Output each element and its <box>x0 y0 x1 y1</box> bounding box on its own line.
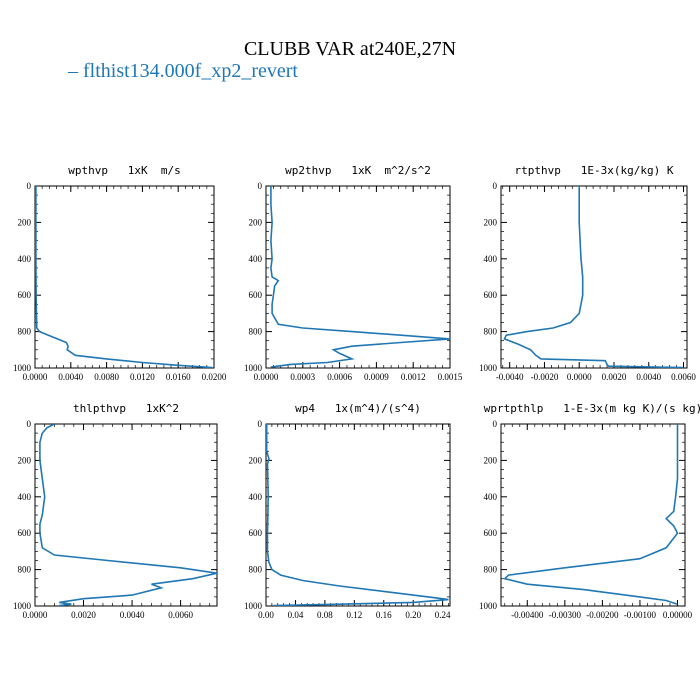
y-tick-label: 800 <box>249 327 263 337</box>
x-tick-label: 0.00 <box>258 610 274 620</box>
x-tick-label: 0.0012 <box>401 372 426 382</box>
y-tick-label: 0 <box>27 419 32 429</box>
y-tick-label: 800 <box>249 565 263 575</box>
x-tick-label: -0.00200 <box>586 610 619 620</box>
x-tick-label: 0.0080 <box>94 372 119 382</box>
y-tick-label: 1000 <box>479 601 498 611</box>
x-tick-label: 0.00000 <box>663 610 693 620</box>
series-line <box>503 186 684 368</box>
x-tick-label: 0.0009 <box>364 372 389 382</box>
series-line <box>270 186 450 368</box>
y-tick-label: 0 <box>258 419 263 429</box>
y-tick-label: 200 <box>18 217 32 227</box>
y-tick-label: 400 <box>249 492 263 502</box>
y-tick-label: 1000 <box>479 363 498 373</box>
x-tick-label: 0.12 <box>346 610 362 620</box>
y-tick-label: 400 <box>249 254 263 264</box>
y-tick-label: 0 <box>493 419 498 429</box>
x-tick-label: 0.0003 <box>290 372 315 382</box>
x-tick-label: 0.0160 <box>166 372 191 382</box>
x-tick-label: 0.20 <box>405 610 421 620</box>
y-tick-label: 0 <box>27 181 32 191</box>
panel-title: wp2thvp 1xK m^2/s^2 <box>285 164 431 177</box>
chart-panel: wprtpthlp 1-E-3x(m kg K)/(s kg)-0.00400-… <box>479 402 700 620</box>
y-tick-label: 200 <box>484 217 498 227</box>
panel-title: rtpthvp 1E-3x(kg/kg) K <box>515 164 674 177</box>
x-tick-label: 0.0040 <box>58 372 83 382</box>
y-tick-label: 0 <box>493 181 498 191</box>
series-line <box>35 186 213 368</box>
x-tick-label: 0.0020 <box>71 610 96 620</box>
panel-title: wp4 1x(m^4)/(s^4) <box>295 402 421 415</box>
x-tick-label: 0.04 <box>288 610 304 620</box>
x-tick-label: 0.0000 <box>23 610 48 620</box>
series-line <box>266 424 449 606</box>
y-tick-label: 200 <box>484 455 498 465</box>
legend-entry: – flthist134.000f_xp2_revert <box>67 60 298 82</box>
y-tick-label: 600 <box>18 290 32 300</box>
plot-frame <box>500 423 686 607</box>
y-tick-label: 200 <box>18 455 32 465</box>
y-tick-label: 400 <box>484 254 498 264</box>
x-tick-label: -0.00100 <box>624 610 657 620</box>
y-tick-label: 1000 <box>244 601 263 611</box>
panel-title: wprtpthlp 1-E-3x(m kg K)/(s kg) <box>484 402 700 415</box>
x-tick-label: 0.0120 <box>130 372 155 382</box>
panel-title: wpthvp 1xK m/s <box>68 164 181 177</box>
chart-panel: rtpthvp 1E-3x(kg/kg) K -0.0040 -0.0020 0.00… <box>479 164 696 382</box>
x-tick-label: 0.0015 <box>438 372 463 382</box>
series-line <box>503 424 679 605</box>
y-tick-label: 1000 <box>244 363 263 373</box>
x-tick-label: -0.0020 <box>531 372 559 382</box>
x-tick-label: 0.0040 <box>120 610 145 620</box>
panels: wpthvp 1xK m/s0.0000 0.0040 0.0080 0.0120 0.… <box>13 164 700 620</box>
x-tick-label: 0.24 <box>435 610 451 620</box>
x-tick-label: 0.0060 <box>671 372 696 382</box>
x-tick-label: 0.0006 <box>327 372 352 382</box>
y-tick-label: 400 <box>484 492 498 502</box>
x-tick-label: 0.16 <box>376 610 392 620</box>
y-tick-label: 600 <box>484 528 498 538</box>
y-tick-label: 1000 <box>13 601 32 611</box>
x-tick-label: -0.00400 <box>511 610 544 620</box>
y-tick-label: 800 <box>484 565 498 575</box>
x-tick-label: 0.0060 <box>168 610 193 620</box>
chart-panel: wp2thvp 1xK m^2/s^2 0.0000 0.0003 0.0006 0.0… <box>244 164 463 382</box>
x-tick-label: 0.0000 <box>567 372 592 382</box>
y-tick-label: 400 <box>18 254 32 264</box>
y-tick-label: 0 <box>258 181 263 191</box>
x-tick-label: 0.0000 <box>23 372 48 382</box>
y-tick-label: 1000 <box>13 363 32 373</box>
y-tick-label: 200 <box>249 217 263 227</box>
y-tick-label: 600 <box>249 290 263 300</box>
panel-title: thlpthvp 1xK^2 <box>73 402 179 415</box>
x-tick-label: 0.0000 <box>254 372 279 382</box>
y-tick-label: 200 <box>249 455 263 465</box>
x-tick-label: 0.0200 <box>202 372 227 382</box>
x-tick-label: 0.0040 <box>636 372 661 382</box>
figure-title: CLUBB VAR at240E,27N <box>244 38 456 60</box>
x-tick-label: 0.08 <box>317 610 333 620</box>
y-tick-label: 600 <box>249 528 263 538</box>
y-tick-label: 800 <box>484 327 498 337</box>
chart-panel: wp4 1x(m^4)/(s^4) 0.00 0.04 0.08 0.12 0.16 0.2… <box>244 402 451 620</box>
x-tick-label: -0.0040 <box>496 372 524 382</box>
y-tick-label: 400 <box>18 492 32 502</box>
y-tick-label: 800 <box>18 327 32 337</box>
y-tick-label: 600 <box>484 290 498 300</box>
plot-frame <box>500 185 688 369</box>
x-tick-label: -0.00300 <box>549 610 582 620</box>
chart-panel: wpthvp 1xK m/s 0.0000 0.0040 0.0080 0.0120 0.… <box>13 164 227 382</box>
y-tick-label: 800 <box>18 565 32 575</box>
series-line <box>39 424 217 606</box>
chart-panel: thlpthvp 1xK^2 0.0000 0.0020 0.0040 0.0060 0 2… <box>13 402 218 620</box>
y-tick-label: 600 <box>18 528 32 538</box>
x-tick-label: 0.0020 <box>602 372 627 382</box>
